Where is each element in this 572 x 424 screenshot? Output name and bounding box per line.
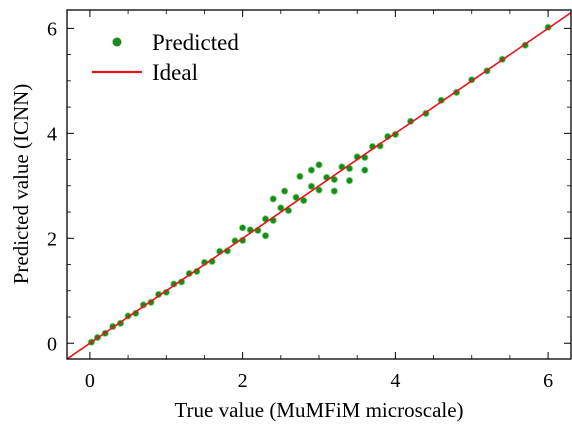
ideal-line bbox=[67, 11, 571, 359]
data-point bbox=[330, 175, 338, 184]
data-point bbox=[315, 186, 323, 194]
y-tick-label: 2 bbox=[47, 228, 57, 250]
data-point bbox=[307, 182, 315, 190]
ideal-line-group bbox=[67, 11, 571, 359]
y-tick-label: 6 bbox=[47, 18, 57, 40]
x-axis-label: True value (MuMFiM microscale) bbox=[174, 398, 463, 422]
legend-label-predicted: Predicted bbox=[152, 30, 239, 55]
data-point bbox=[239, 224, 247, 232]
data-point bbox=[269, 195, 277, 203]
data-point bbox=[361, 166, 369, 174]
data-point bbox=[315, 161, 323, 169]
legend-label-ideal: Ideal bbox=[152, 60, 198, 85]
legend: Predicted Ideal bbox=[92, 30, 239, 85]
data-point bbox=[345, 177, 354, 185]
x-tick-label: 0 bbox=[85, 370, 95, 392]
y-tick-label: 0 bbox=[47, 333, 57, 355]
data-point bbox=[296, 172, 304, 180]
data-point bbox=[307, 166, 315, 174]
legend-marker-predicted bbox=[112, 37, 122, 47]
data-point bbox=[300, 196, 308, 205]
y-tick-label: 4 bbox=[47, 123, 57, 145]
data-point bbox=[330, 187, 338, 195]
axis-ticks: 0 2 4 6 0 2 4 6 bbox=[47, 10, 571, 392]
x-tick-label: 2 bbox=[238, 370, 248, 392]
x-tick-label: 4 bbox=[390, 370, 400, 392]
data-point bbox=[280, 187, 289, 195]
x-tick-label: 6 bbox=[543, 370, 553, 392]
data-point bbox=[261, 232, 270, 240]
y-axis-label: Predicted value (ICNN) bbox=[9, 84, 33, 285]
